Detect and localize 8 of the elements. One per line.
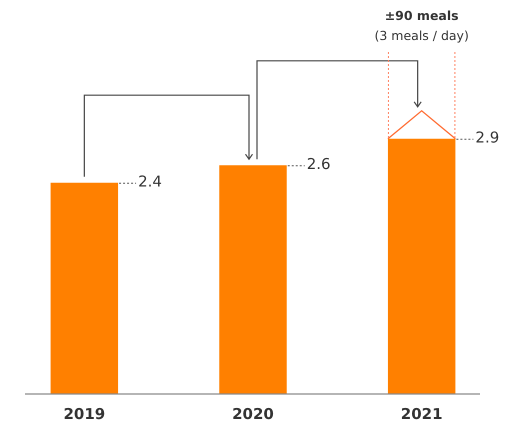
data-label: 2.6	[306, 155, 331, 174]
x-tick-label: 2020	[232, 404, 274, 423]
x-tick-label: 2021	[400, 404, 443, 423]
x-tick-label: 2019	[63, 404, 106, 423]
data-label: 2.9	[475, 128, 500, 147]
text: ±90 meals	[384, 8, 459, 23]
text: (3 meals / day)	[374, 28, 469, 43]
data-label: 2.4	[138, 172, 162, 191]
